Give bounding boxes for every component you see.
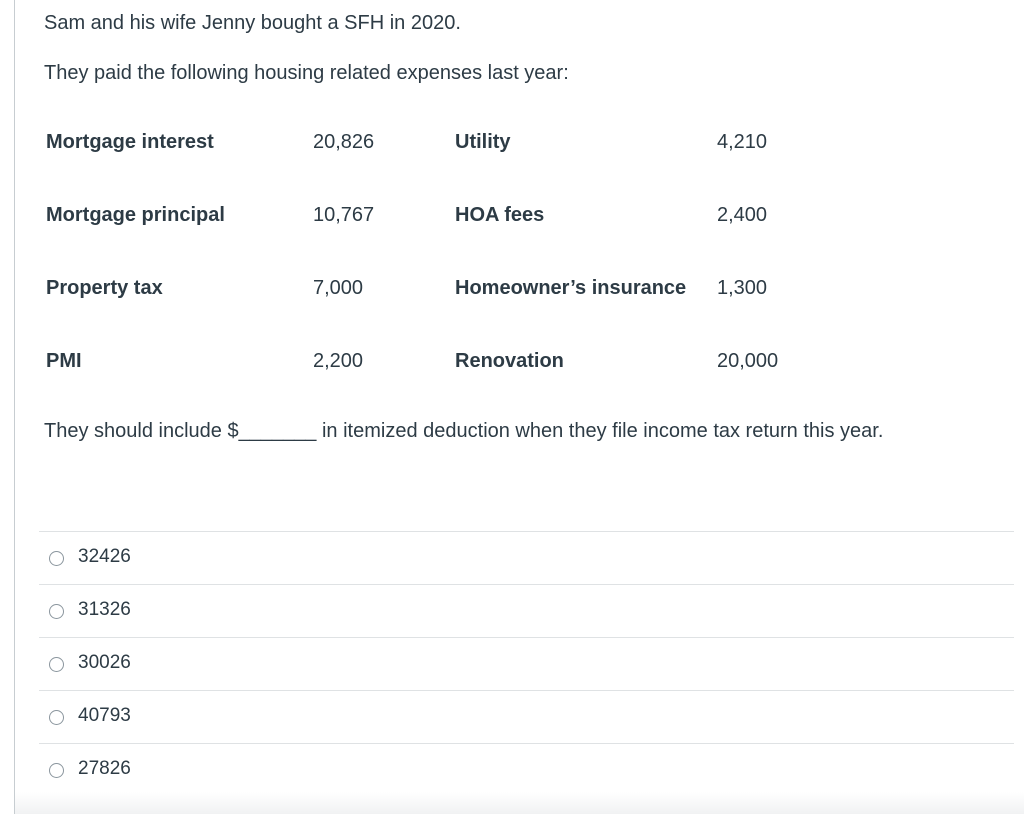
expense-label-mortgage-principal: Mortgage principal bbox=[46, 204, 225, 226]
expense-value-property-tax: 7,000 bbox=[313, 277, 364, 299]
expense-value-hoa-fees: 2,400 bbox=[717, 204, 768, 226]
answer-list: 32426 31326 30026 40793 27826 bbox=[39, 531, 1014, 796]
answer-label: 40793 bbox=[78, 705, 131, 726]
answer-option[interactable]: 30026 bbox=[39, 637, 1014, 690]
bottom-fade bbox=[15, 792, 1024, 814]
question-text: They should include $_______ in itemized… bbox=[44, 420, 884, 442]
answer-label: 30026 bbox=[78, 652, 131, 673]
intro-line-2: They paid the following housing related … bbox=[44, 62, 569, 84]
radio-button-icon[interactable] bbox=[49, 551, 64, 566]
intro-line-1: Sam and his wife Jenny bought a SFH in 2… bbox=[44, 12, 461, 34]
radio-button-icon[interactable] bbox=[49, 763, 64, 778]
expense-label-property-tax: Property tax bbox=[46, 277, 163, 299]
expense-label-utility: Utility bbox=[455, 131, 511, 153]
radio-button-icon[interactable] bbox=[49, 604, 64, 619]
expense-value-renovation: 20,000 bbox=[717, 350, 779, 372]
answer-label: 31326 bbox=[78, 599, 131, 620]
expense-label-hoa-fees: HOA fees bbox=[455, 204, 545, 226]
answer-option[interactable]: 32426 bbox=[39, 531, 1014, 584]
answer-option[interactable]: 31326 bbox=[39, 584, 1014, 637]
expense-label-homeowners-insurance: Homeowner’s insurance bbox=[455, 277, 687, 299]
expense-value-mortgage-interest: 20,826 bbox=[313, 131, 375, 153]
expense-value-utility: 4,210 bbox=[717, 131, 768, 153]
expense-value-homeowners-insurance: 1,300 bbox=[717, 277, 768, 299]
expense-label-pmi: PMI bbox=[46, 350, 82, 372]
answer-label: 32426 bbox=[78, 546, 131, 567]
answer-option[interactable]: 27826 bbox=[39, 743, 1014, 796]
left-border bbox=[14, 0, 15, 814]
answer-label: 27826 bbox=[78, 758, 131, 779]
expense-value-pmi: 2,200 bbox=[313, 350, 364, 372]
expense-label-renovation: Renovation bbox=[455, 350, 564, 372]
radio-button-icon[interactable] bbox=[49, 710, 64, 725]
answer-option[interactable]: 40793 bbox=[39, 690, 1014, 743]
radio-button-icon[interactable] bbox=[49, 657, 64, 672]
expense-value-mortgage-principal: 10,767 bbox=[313, 204, 375, 226]
expense-label-mortgage-interest: Mortgage interest bbox=[46, 131, 214, 153]
